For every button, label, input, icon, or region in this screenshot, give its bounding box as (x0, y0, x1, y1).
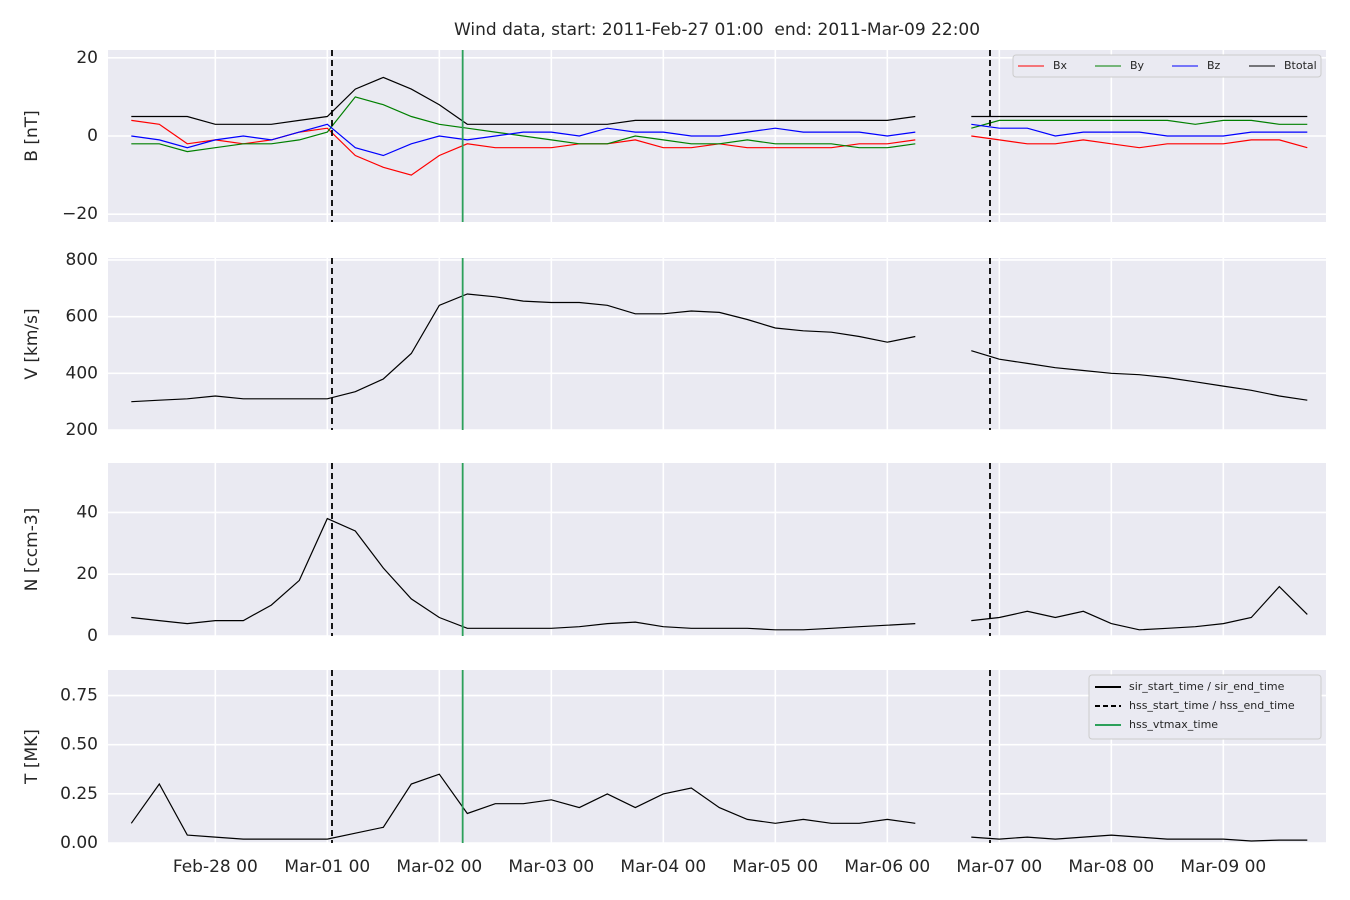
plot-background (108, 258, 1326, 430)
x-tick-label: Mar-07 00 (956, 857, 1042, 877)
y-tick-label: −20 (62, 204, 98, 224)
series-line (971, 123, 1308, 137)
chart-title: Wind data, start: 2011-Feb-27 01:00 end:… (454, 20, 980, 40)
x-tick-label: Feb-28 00 (173, 857, 258, 877)
y-tick-label: 0.75 (60, 686, 98, 706)
y-tick-label: 200 (66, 420, 98, 440)
y-tick-label: 0 (87, 126, 98, 146)
y-axis-label: N [ccm-3] (22, 508, 42, 592)
legend-label: sir_start_time / sir_end_time (1129, 680, 1285, 693)
x-tick-label: Mar-01 00 (284, 857, 370, 877)
series-line (131, 293, 916, 403)
y-tick-label: 20 (76, 564, 98, 584)
y-tick-label: 400 (66, 363, 98, 383)
series-line (131, 123, 916, 157)
x-tick-label: Mar-06 00 (844, 857, 930, 877)
series-line (971, 119, 1308, 129)
series-line (131, 119, 916, 176)
legend-label: Bz (1207, 59, 1221, 72)
x-tick-label: Mar-02 00 (396, 857, 482, 877)
series-line (971, 585, 1308, 631)
series-line (130, 773, 916, 840)
series-line (131, 76, 916, 125)
x-tick-label: Mar-08 00 (1068, 857, 1154, 877)
y-axis-label: T [MK] (22, 729, 42, 785)
y-tick-label: 600 (66, 307, 98, 327)
y-axis-label: V [km/s] (22, 308, 42, 379)
legend-label: Btotal (1284, 59, 1317, 72)
y-tick-label: 0.25 (60, 784, 98, 804)
x-tick-label: Mar-04 00 (620, 857, 706, 877)
x-tick-label: Mar-09 00 (1180, 857, 1266, 877)
legend-box (1088, 674, 1322, 740)
legend-box (1012, 54, 1322, 78)
plot-background (108, 463, 1326, 636)
legend-label: hss_start_time / hss_end_time (1129, 699, 1295, 712)
series-line (971, 834, 1308, 842)
series-line (131, 96, 916, 153)
y-tick-label: 40 (76, 502, 98, 522)
series-line (971, 135, 1308, 149)
x-tick-label: Mar-03 00 (508, 857, 594, 877)
y-tick-label: 0 (87, 626, 98, 646)
y-tick-label: 20 (76, 48, 98, 68)
series-line (131, 517, 916, 631)
legend-label: Bx (1053, 59, 1068, 72)
legend-label: By (1130, 59, 1145, 72)
legend-label: hss_vtmax_time (1129, 718, 1218, 731)
series-line (971, 350, 1308, 401)
y-tick-label: 0.00 (60, 833, 98, 853)
y-tick-label: 0.50 (60, 735, 98, 755)
y-tick-label: 800 (66, 250, 98, 270)
y-axis-label: B [nT] (22, 110, 42, 162)
x-tick-label: Mar-05 00 (732, 857, 818, 877)
